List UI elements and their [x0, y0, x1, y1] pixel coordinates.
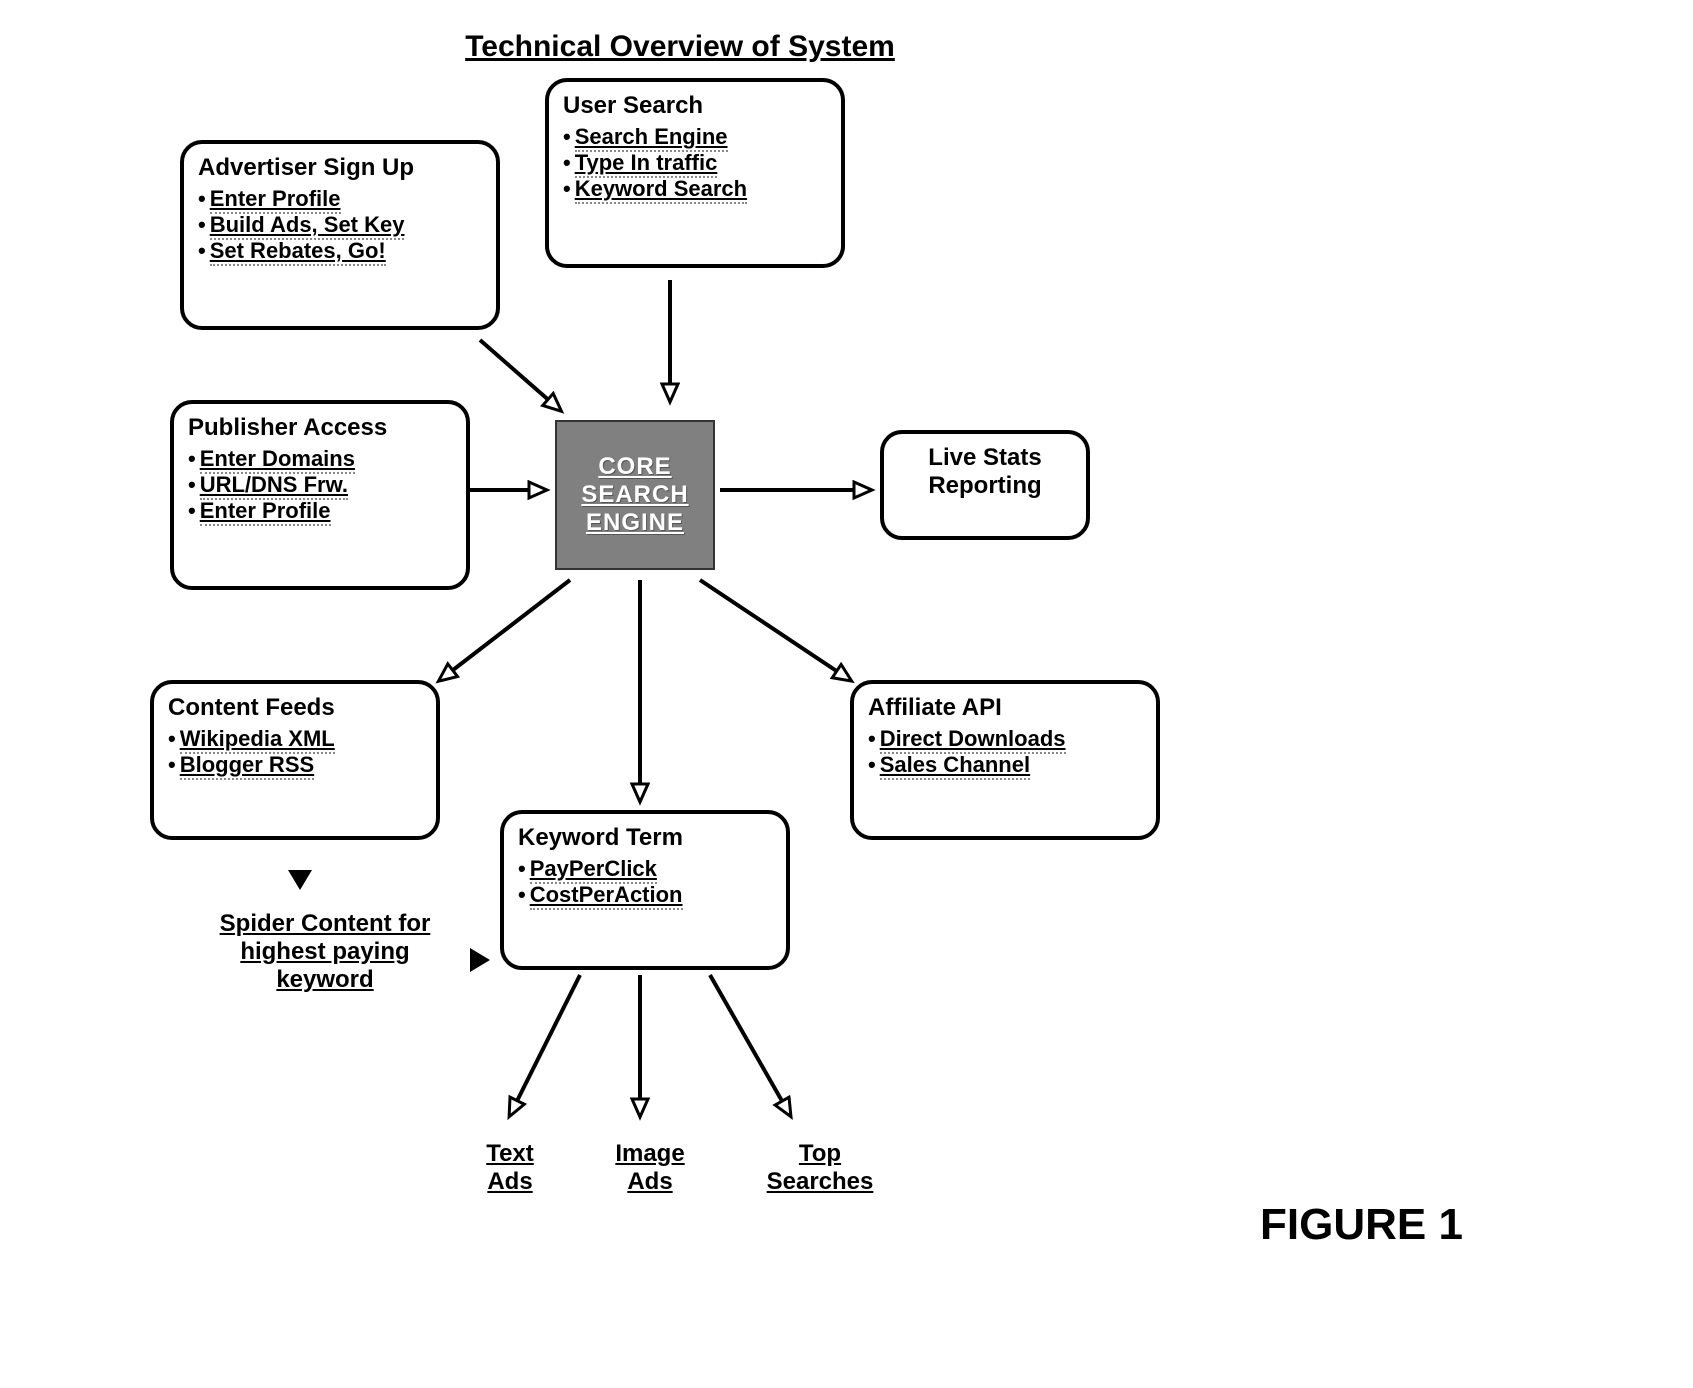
text-line: Spider Content for [170, 910, 480, 938]
bullet-icon: • [188, 498, 196, 523]
text-line: highest paying [170, 938, 480, 966]
diagram-canvas: Technical Overview of System CORESEARCHE… [0, 0, 1693, 1388]
keyword_term-item[interactable]: •PayPerClick [518, 856, 772, 882]
user_search-node: User Search•Search Engine•Type In traffi… [545, 78, 845, 268]
keyword_term-items: •PayPerClick•CostPerAction [518, 856, 772, 908]
image_ads-text[interactable]: ImageAds [590, 1140, 710, 1196]
figure-label: FIGURE 1 [1260, 1200, 1463, 1250]
user_search-item[interactable]: •Type In traffic [563, 150, 827, 176]
text-line: keyword [170, 966, 480, 994]
advertiser-node: Advertiser Sign Up•Enter Profile•Build A… [180, 140, 500, 330]
user_search-heading: User Search [563, 92, 827, 120]
arrow [480, 340, 560, 410]
affiliate-node: Affiliate API •Direct Downloads•Sales Cha… [850, 680, 1160, 840]
user_search-link[interactable]: Search Engine [575, 124, 728, 152]
keyword_term-link[interactable]: PayPerClick [530, 856, 657, 884]
keyword_term-node: Keyword Term •PayPerClick•CostPerAction [500, 810, 790, 970]
advertiser-link[interactable]: Build Ads, Set Key [210, 212, 405, 240]
keyword_term-item[interactable]: •CostPerAction [518, 882, 772, 908]
bullet-icon: • [563, 176, 571, 201]
advertiser-items: •Enter Profile•Build Ads, Set Key•Set Re… [198, 186, 482, 264]
affiliate-link[interactable]: Direct Downloads [880, 726, 1066, 754]
top_searches-text[interactable]: TopSearches [740, 1140, 900, 1196]
small-arrow-icon [288, 870, 312, 890]
advertiser-item[interactable]: •Enter Profile [198, 186, 482, 212]
bullet-icon: • [518, 882, 526, 907]
user_search-items: •Search Engine•Type In traffic•Keyword S… [563, 124, 827, 202]
affiliate-item[interactable]: •Sales Channel [868, 752, 1142, 778]
publisher-item[interactable]: •URL/DNS Frw. [188, 472, 452, 498]
publisher-link[interactable]: Enter Profile [200, 498, 331, 526]
user_search-item[interactable]: •Keyword Search [563, 176, 827, 202]
bullet-icon: • [518, 856, 526, 881]
content_feeds-node: Content Feeds •Wikipedia XML•Blogger RSS [150, 680, 440, 840]
affiliate-heading: Affiliate API [868, 694, 1142, 722]
bullet-icon: • [198, 186, 206, 211]
bullet-icon: • [563, 150, 571, 175]
affiliate-link[interactable]: Sales Channel [880, 752, 1030, 780]
user_search-link[interactable]: Keyword Search [575, 176, 747, 204]
publisher-items: •Enter Domains•URL/DNS Frw.•Enter Profil… [188, 446, 452, 524]
bullet-icon: • [563, 124, 571, 149]
bullet-icon: • [868, 752, 876, 777]
text-line: Top [740, 1140, 900, 1168]
publisher-node: Publisher Access•Enter Domains•URL/DNS F… [170, 400, 470, 590]
keyword_term-heading: Keyword Term [518, 824, 772, 852]
text-line: Image [590, 1140, 710, 1168]
arrow [700, 580, 850, 680]
bullet-icon: • [198, 212, 206, 237]
bullet-icon: • [168, 726, 176, 751]
affiliate-items: •Direct Downloads•Sales Channel [868, 726, 1142, 778]
advertiser-heading: Advertiser Sign Up [198, 154, 482, 182]
publisher-item[interactable]: •Enter Profile [188, 498, 452, 524]
publisher-link[interactable]: Enter Domains [200, 446, 355, 474]
bullet-icon: • [198, 238, 206, 263]
bullet-icon: • [188, 446, 196, 471]
live_stats-node: Live Stats Reporting [880, 430, 1090, 540]
content_feeds-link[interactable]: Blogger RSS [180, 752, 314, 780]
user_search-item[interactable]: •Search Engine [563, 124, 827, 150]
bullet-icon: • [868, 726, 876, 751]
affiliate-item[interactable]: •Direct Downloads [868, 726, 1142, 752]
arrow [510, 975, 580, 1115]
user_search-link[interactable]: Type In traffic [575, 150, 718, 178]
content_feeds-link[interactable]: Wikipedia XML [180, 726, 335, 754]
core-line: SEARCH [581, 481, 688, 509]
advertiser-item[interactable]: •Build Ads, Set Key [198, 212, 482, 238]
publisher-item[interactable]: •Enter Domains [188, 446, 452, 472]
spider-text: Spider Content forhighest payingkeyword [170, 910, 480, 994]
text-line: Text [460, 1140, 560, 1168]
keyword_term-link[interactable]: CostPerAction [530, 882, 683, 910]
advertiser-link[interactable]: Set Rebates, Go! [210, 238, 386, 266]
arrow [710, 975, 790, 1115]
content_feeds-heading: Content Feeds [168, 694, 422, 722]
bullet-icon: • [168, 752, 176, 777]
live_stats-heading: Live Stats Reporting [898, 444, 1072, 500]
advertiser-link[interactable]: Enter Profile [210, 186, 341, 214]
text-line: Searches [740, 1168, 900, 1196]
content_feeds-items: •Wikipedia XML•Blogger RSS [168, 726, 422, 778]
core-search-engine-node: CORESEARCHENGINE [555, 420, 715, 570]
core-line: CORE [598, 453, 671, 481]
content_feeds-item[interactable]: •Blogger RSS [168, 752, 422, 778]
bullet-icon: • [188, 472, 196, 497]
text-line: Ads [590, 1168, 710, 1196]
advertiser-item[interactable]: •Set Rebates, Go! [198, 238, 482, 264]
publisher-heading: Publisher Access [188, 414, 452, 442]
arrow [440, 580, 570, 680]
text-line: Ads [460, 1168, 560, 1196]
core-line: ENGINE [586, 509, 684, 537]
text_ads-text[interactable]: TextAds [460, 1140, 560, 1196]
diagram-title: Technical Overview of System [420, 30, 940, 64]
content_feeds-item[interactable]: •Wikipedia XML [168, 726, 422, 752]
publisher-link[interactable]: URL/DNS Frw. [200, 472, 348, 500]
